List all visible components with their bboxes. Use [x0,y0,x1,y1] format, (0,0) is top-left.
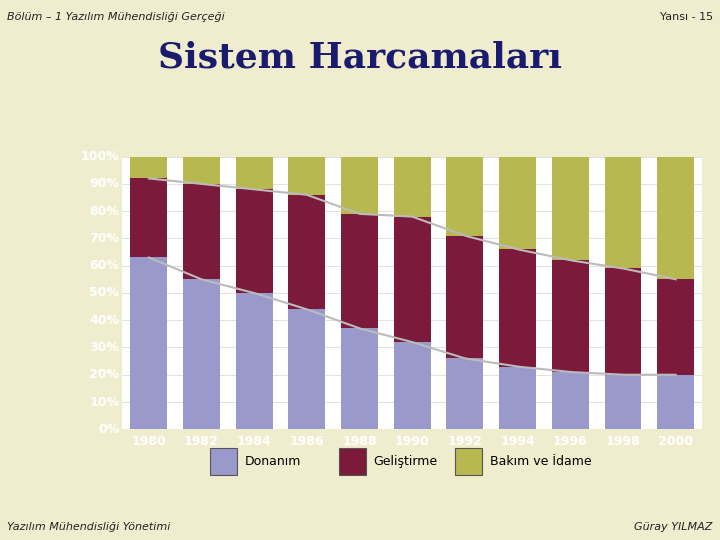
Bar [341,214,378,328]
Bar [394,342,431,429]
Bar [446,157,483,235]
Bar [338,448,366,475]
Bar [130,258,167,429]
Text: Sistem Harcamaları: Sistem Harcamaları [158,40,562,75]
Text: 40%: 40% [89,314,120,327]
Text: 70%: 70% [89,232,120,245]
Bar [657,279,694,375]
Bar [552,372,589,429]
Bar [341,157,378,214]
Bar [605,375,642,429]
Bar [657,157,694,279]
Text: 30%: 30% [89,341,120,354]
Bar [235,293,273,429]
Text: Bölüm – 1 Yazılım Mühendisliği Gerçeği: Bölüm – 1 Yazılım Mühendisliği Gerçeği [7,12,225,22]
Bar [552,157,589,260]
Text: Yazılım Mühendisliği Yönetimi: Yazılım Mühendisliği Yönetimi [7,522,171,532]
Text: 80%: 80% [89,205,120,218]
Bar [183,157,220,184]
Bar [455,448,482,475]
Text: Yansı - 15: Yansı - 15 [660,12,713,22]
Text: Bakım ve İdame: Bakım ve İdame [490,455,592,468]
Bar [552,260,589,372]
Bar [130,178,167,258]
Bar [289,157,325,195]
Bar [657,375,694,429]
Text: 0%: 0% [98,423,120,436]
Text: 10%: 10% [89,395,120,409]
Bar [446,359,483,429]
Bar [605,268,642,375]
Bar [446,235,483,359]
Bar [210,448,238,475]
Text: 50%: 50% [89,286,120,300]
Bar [499,249,536,367]
Text: Güray YILMAZ: Güray YILMAZ [634,522,713,532]
Bar [289,309,325,429]
Text: Geliştirme: Geliştirme [374,455,438,468]
Bar [235,190,273,293]
Text: 100%: 100% [81,150,120,163]
Text: 90%: 90% [89,177,120,191]
Bar [183,279,220,429]
Bar [289,195,325,309]
Text: 60%: 60% [89,259,120,272]
Text: 20%: 20% [89,368,120,381]
Bar [394,217,431,342]
Bar [394,157,431,217]
Bar [499,157,536,249]
Text: Donanım: Donanım [246,455,302,468]
Bar [235,157,273,190]
Bar [341,328,378,429]
Bar [605,157,642,268]
Bar [499,367,536,429]
Bar [130,157,167,178]
Bar [183,184,220,279]
